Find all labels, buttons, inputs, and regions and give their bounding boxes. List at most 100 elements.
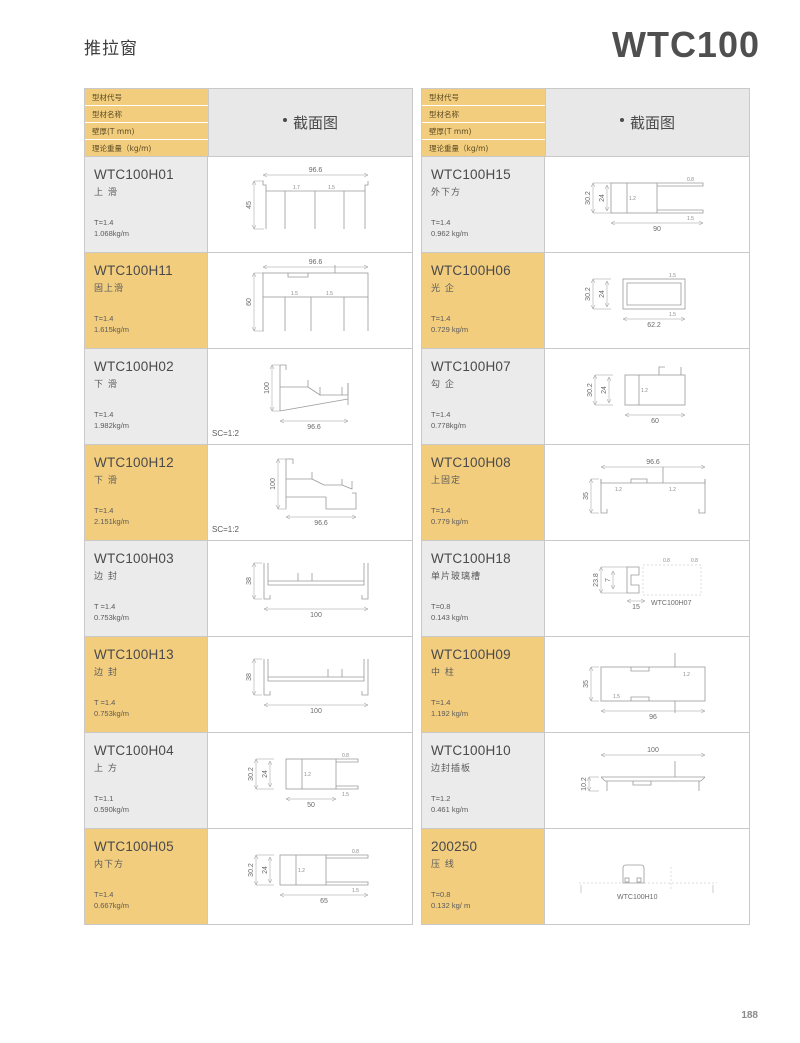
svg-text:96.6: 96.6 xyxy=(307,424,321,431)
profile-section-drawing: 30.2 24 60 1.2 xyxy=(545,349,749,444)
profile-code: WTC100H10 xyxy=(431,743,511,758)
profile-weight: 0.962 kg/m xyxy=(431,229,469,238)
svg-text:96.6: 96.6 xyxy=(314,520,328,527)
header-name: 型材名称 xyxy=(422,106,545,123)
profile-weight: 0.779 kg/m xyxy=(431,517,469,526)
header-section-label: 截面图 xyxy=(292,114,338,132)
profile-code: WTC100H05 xyxy=(94,839,174,854)
profile-code: WTC100H09 xyxy=(431,647,511,662)
svg-text:1.2: 1.2 xyxy=(641,388,648,394)
bullet-icon xyxy=(282,117,287,122)
profile-section-drawing: 100 10.2 xyxy=(545,733,749,828)
table-row: WTC100H05 内下方 T=1.4 0.667kg/m 30.2 24 65 1.2 0.8… xyxy=(85,828,412,924)
profile-code: WTC100H15 xyxy=(431,167,511,182)
left-table-rows: WTC100H01 上 滑 T=1.4 1.068kg/m 96.6 45 1.7 1.5 WT… xyxy=(85,156,412,924)
table-row: WTC100H18 单片玻璃槽 T=0.8 0.143 kg/m 23.8 7 15 0.8 0… xyxy=(422,540,749,636)
profile-name: 上固定 xyxy=(431,476,462,486)
svg-text:65: 65 xyxy=(320,898,328,905)
profile-thickness: T=1.1 xyxy=(94,794,114,803)
profile-weight: 0.132 kg/ m xyxy=(431,901,471,910)
profile-section-drawing: 96.6 60 1.5 1.5 xyxy=(208,253,412,348)
profile-thickness: T=1.4 xyxy=(94,218,114,227)
svg-text:35: 35 xyxy=(583,680,590,688)
profile-spec: T=0.8 0.132 kg/ m xyxy=(431,889,470,911)
profile-weight: 0.143 kg/m xyxy=(431,613,469,622)
profile-info-cell: WTC100H01 上 滑 T=1.4 1.068kg/m xyxy=(85,157,208,252)
profile-info-cell: WTC100H03 边 封 T =1.4 0.753kg/m xyxy=(85,541,208,636)
svg-text:1.2: 1.2 xyxy=(669,487,676,493)
table-row: WTC100H10 边封插板 T=1.2 0.461 kg/m 100 10.2 xyxy=(422,732,749,828)
profile-name: 外下方 xyxy=(431,188,462,198)
table-row: WTC100H06 光 企 T=1.4 0.729 kg/m 30.2 24 62.2 1.5… xyxy=(422,252,749,348)
series-code: WTC100 xyxy=(611,24,760,65)
profile-section-drawing: 30.2 24 65 1.2 0.8 1.5 xyxy=(208,829,412,924)
profile-spec: T=1.4 1.982kg/m xyxy=(94,409,129,431)
profile-name: 固上滑 xyxy=(94,284,125,294)
page-header: 推拉窗 WTC100 xyxy=(0,0,800,78)
profile-spec: T=1.1 0.590kg/m xyxy=(94,793,129,815)
svg-text:24: 24 xyxy=(262,770,269,778)
profile-weight: 0.753kg/m xyxy=(94,613,130,622)
svg-text:60: 60 xyxy=(246,298,253,306)
svg-text:0.8: 0.8 xyxy=(687,177,694,183)
svg-text:24: 24 xyxy=(262,866,269,874)
profile-name: 内下方 xyxy=(94,860,125,870)
profile-name: 上 滑 xyxy=(94,188,118,198)
profile-code: WTC100H03 xyxy=(94,551,174,566)
svg-text:35: 35 xyxy=(583,492,590,500)
svg-text:45: 45 xyxy=(246,201,253,209)
svg-text:62.2: 62.2 xyxy=(647,322,661,329)
profile-info-cell: WTC100H06 光 企 T=1.4 0.729 kg/m xyxy=(422,253,545,348)
svg-text:WTC100H07: WTC100H07 xyxy=(651,600,692,607)
profile-info-cell: WTC100H09 中 柱 T=1.4 1.192 kg/m xyxy=(422,637,545,732)
profile-thickness: T=1.4 xyxy=(94,890,114,899)
svg-text:100: 100 xyxy=(310,708,322,715)
svg-text:1.2: 1.2 xyxy=(615,487,622,493)
profile-code: WTC100H06 xyxy=(431,263,511,278)
profile-spec: T=0.8 0.143 kg/m xyxy=(431,601,468,623)
header-labels: 型材代号 型材名称 壁厚(T mm) 理论重量（kg/m) xyxy=(422,89,546,156)
svg-text:1.5: 1.5 xyxy=(687,216,694,222)
profile-name: 下 滑 xyxy=(94,476,118,486)
profile-section-drawing: 35 96 1.2 1.5 xyxy=(545,637,749,732)
profile-name: 边 封 xyxy=(94,668,118,678)
profile-name: 上 方 xyxy=(94,764,118,774)
table-row: WTC100H03 边 封 T =1.4 0.753kg/m 38 100 xyxy=(85,540,412,636)
svg-text:0.8: 0.8 xyxy=(663,558,670,564)
drawing-scale-note: SC=1:2 xyxy=(212,429,239,438)
header-weight: 理论重量（kg/m) xyxy=(85,140,208,156)
profile-spec: T =1.4 0.753kg/m xyxy=(94,601,129,623)
svg-text:7: 7 xyxy=(605,578,612,582)
svg-text:1.7: 1.7 xyxy=(293,185,300,191)
profile-weight: 2.151kg/m xyxy=(94,517,130,526)
table-header: 型材代号 型材名称 壁厚(T mm) 理论重量（kg/m) 截面图 xyxy=(85,89,412,156)
table-row: WTC100H11 固上滑 T=1.4 1.615kg/m 96.6 60 1.5 1.5 xyxy=(85,252,412,348)
profile-spec: T=1.4 2.151kg/m xyxy=(94,505,129,527)
profile-name: 单片玻璃槽 xyxy=(431,572,482,582)
profile-thickness: T=1.4 xyxy=(431,506,451,515)
profile-section-drawing: WTC100H10 xyxy=(545,829,749,924)
profile-info-cell: WTC100H12 下 滑 T=1.4 2.151kg/m xyxy=(85,445,208,540)
svg-text:0.8: 0.8 xyxy=(352,849,359,855)
svg-text:1.5: 1.5 xyxy=(342,792,349,798)
header-name: 型材名称 xyxy=(85,106,208,123)
table-row: WTC100H13 边 封 T =1.4 0.753kg/m 38 100 xyxy=(85,636,412,732)
right-table-rows: WTC100H15 外下方 T=1.4 0.962 kg/m 30.2 24 90 1.2 0.… xyxy=(422,156,749,924)
svg-text:1.5: 1.5 xyxy=(669,312,676,318)
svg-text:1.5: 1.5 xyxy=(291,291,298,297)
profile-section-drawing: 96.6 45 1.7 1.5 xyxy=(208,157,412,252)
svg-text:60: 60 xyxy=(651,418,659,425)
profile-weight: 1.615kg/m xyxy=(94,325,130,334)
profile-spec: T=1.4 0.779 kg/m xyxy=(431,505,468,527)
profile-info-cell: WTC100H15 外下方 T=1.4 0.962 kg/m xyxy=(422,157,545,252)
profile-code: WTC100H07 xyxy=(431,359,511,374)
left-profile-table: 型材代号 型材名称 壁厚(T mm) 理论重量（kg/m) 截面图 WTC100… xyxy=(84,88,413,925)
svg-text:30.2: 30.2 xyxy=(585,287,592,301)
profile-code: 200250 xyxy=(431,839,478,854)
table-row: WTC100H08 上固定 T=1.4 0.779 kg/m 96.6 35 1.2 1.2 xyxy=(422,444,749,540)
profile-name: 中 柱 xyxy=(431,668,455,678)
profile-weight: 0.778kg/m xyxy=(431,421,467,430)
profile-thickness: T=1.4 xyxy=(94,506,114,515)
profile-name: 边 封 xyxy=(94,572,118,582)
